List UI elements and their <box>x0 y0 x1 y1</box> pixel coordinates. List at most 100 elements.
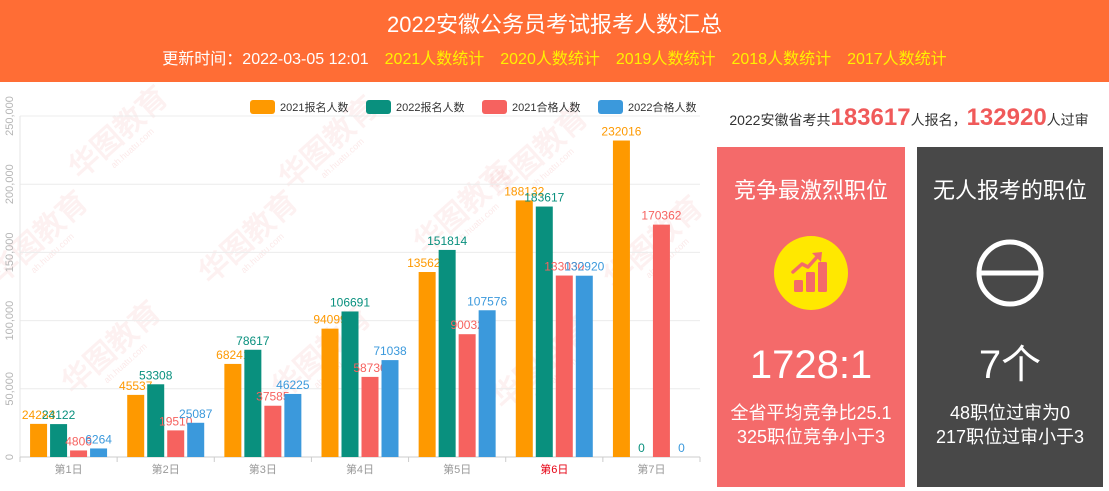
link-2020-stats[interactable]: 2020人数统计 <box>500 51 600 68</box>
daily-registration-bar-chart: 华图教育ah.huatu.com华图教育ah.huatu.com华图教育ah.h… <box>0 82 709 476</box>
bar-2021-passed[interactable] <box>361 376 379 457</box>
legend-item-2022-registered[interactable]: 2022报名人数 <box>366 100 464 114</box>
bar-2022-registered[interactable] <box>438 249 456 457</box>
data-label-2022-passed: 46225 <box>276 378 310 392</box>
y-tick-label: 100,000 <box>4 301 16 341</box>
data-label-2022-registered: 53308 <box>139 368 173 382</box>
bar-2021-passed[interactable] <box>167 430 185 457</box>
legend-label: 2022合格人数 <box>628 100 696 114</box>
data-label-2022-passed: 71038 <box>373 344 407 358</box>
bar-2022-passed[interactable] <box>381 360 399 457</box>
bar-2022-passed[interactable] <box>284 393 302 457</box>
legend-item-2021-registered[interactable]: 2021报名人数 <box>250 100 348 114</box>
data-label-2022-passed: 6264 <box>85 432 112 446</box>
data-label-2021-passed: 90032 <box>450 318 484 332</box>
x-tick-label: 第5日 <box>443 462 471 476</box>
bar-2021-registered[interactable] <box>321 328 339 457</box>
data-label-2021-registered: 24283 <box>22 408 56 422</box>
series-2022-passed: 6264 25087 46225 71038 107576 132920 0 <box>85 260 685 457</box>
y-tick-label: 0 <box>4 454 16 460</box>
bar-2022-passed[interactable] <box>478 310 496 457</box>
data-label-2021-passed: 170362 <box>641 209 681 223</box>
bar-2022-passed[interactable] <box>90 448 108 457</box>
update-time: 更新时间：2022-03-05 12:01 <box>162 51 369 68</box>
data-label-2022-passed: 107576 <box>467 294 507 308</box>
rising-bar-chart-icon <box>774 236 848 310</box>
series-2021-registered: 24283 45537 68241 94099 135624 188132 232016 <box>22 125 642 458</box>
page-title: 2022安徽公务员考试报考人数汇总 <box>387 12 722 37</box>
bar-2021-registered[interactable] <box>418 272 436 457</box>
bar-2022-registered[interactable] <box>535 206 553 457</box>
x-tick-label: 第7日 <box>637 462 665 476</box>
y-tick-label: 150,000 <box>4 233 16 273</box>
y-tick-label: 250,000 <box>4 96 16 136</box>
watermark-text: 华图教育 <box>192 185 304 291</box>
bar-2021-passed[interactable] <box>555 275 573 457</box>
legend-label: 2021报名人数 <box>280 100 348 114</box>
x-tick-label: 第4日 <box>346 462 374 476</box>
legend-swatch <box>366 100 391 114</box>
data-label-2022-passed: 0 <box>678 441 685 455</box>
data-label-2021-passed: 58730 <box>353 361 387 375</box>
bar-2021-registered[interactable] <box>515 200 533 458</box>
data-label-2021-passed: 133030 <box>544 260 584 274</box>
data-label-2021-passed: 19510 <box>159 414 193 428</box>
legend-item-2021-passed[interactable]: 2021合格人数 <box>482 100 580 114</box>
link-2021-stats[interactable]: 2021人数统计 <box>384 51 485 68</box>
registered-unit: 人报名， <box>910 112 967 128</box>
circle-minus-icon <box>976 239 1044 307</box>
legend-item-2022-passed[interactable]: 2022合格人数 <box>598 100 696 114</box>
data-label-2021-registered: 45537 <box>119 379 153 393</box>
bar-2022-registered[interactable] <box>50 424 68 457</box>
bar-2022-passed[interactable] <box>187 422 205 457</box>
legend-swatch <box>598 100 623 114</box>
registered-count: 183617 <box>830 104 911 131</box>
data-label-2021-registered: 68241 <box>216 348 250 362</box>
page-header: 2022安徽公务员考试报考人数汇总 更新时间：2022-03-05 12:01 … <box>0 0 1109 82</box>
bar-2021-passed[interactable] <box>458 334 476 457</box>
data-label-2022-registered: 106691 <box>330 295 370 309</box>
link-2017-stats[interactable]: 2017人数统计 <box>847 51 947 68</box>
data-label-2022-registered: 0 <box>638 441 645 455</box>
bar-2021-passed[interactable] <box>70 450 88 457</box>
approved-count: 132920 <box>966 104 1047 131</box>
data-label-2021-passed: 4806 <box>65 434 92 448</box>
data-label-2022-registered: 78617 <box>236 334 270 348</box>
data-label-2022-registered: 183617 <box>524 191 564 205</box>
bar-2021-registered[interactable] <box>612 140 630 457</box>
approved-unit: 人过审 <box>1046 112 1089 128</box>
y-tick-label: 50,000 <box>4 372 16 406</box>
bar-2021-registered[interactable] <box>127 394 145 457</box>
data-label-2021-registered: 188132 <box>504 184 544 198</box>
competition-ratio: 1728:1 <box>749 343 873 387</box>
x-tick-label: 第2日 <box>152 462 180 476</box>
link-2018-stats[interactable]: 2018人数统计 <box>731 51 832 68</box>
data-label-2021-passed: 37585 <box>256 390 290 404</box>
bar-2021-passed[interactable] <box>652 224 670 457</box>
bar-2021-passed[interactable] <box>264 405 282 457</box>
data-label-2022-passed: 25087 <box>179 407 213 421</box>
zero-approved-text: 48职位过审为0 <box>949 403 1071 423</box>
card-title: 无人报考的职位 <box>932 178 1087 203</box>
legend-swatch <box>250 100 275 114</box>
no-applicant-count: 7个 <box>978 343 1042 387</box>
x-tick-label: 第3日 <box>249 462 277 476</box>
bar-2022-registered[interactable] <box>244 349 262 457</box>
legend-swatch <box>482 100 507 114</box>
summary-prefix: 2022安徽省考共 <box>729 112 831 128</box>
series-2022-registered: 24122 53308 78617 106691 151814 183617 0 <box>42 191 645 457</box>
legend-label: 2021合格人数 <box>512 100 580 114</box>
bar-2022-registered[interactable] <box>147 384 165 457</box>
y-tick-label: 200,000 <box>4 164 16 204</box>
x-tick-label: 第6日 <box>540 462 568 476</box>
series-2021-passed: 4806 19510 37585 58730 90032 133030 170362 <box>65 209 682 457</box>
data-label-2022-passed: 132920 <box>564 260 604 274</box>
bar-2021-registered[interactable] <box>30 423 48 457</box>
most-competitive-position-card: 竞争最激烈职位 1728:1 全省平均竞争比25.1 325职位竞争小于3 <box>717 147 905 487</box>
card-title: 竞争最激烈职位 <box>733 178 888 203</box>
bar-2021-registered[interactable] <box>224 363 242 457</box>
bar-2022-registered[interactable] <box>341 311 359 457</box>
bar-2022-passed[interactable] <box>575 275 593 457</box>
link-2019-stats[interactable]: 2019人数统计 <box>615 51 716 68</box>
